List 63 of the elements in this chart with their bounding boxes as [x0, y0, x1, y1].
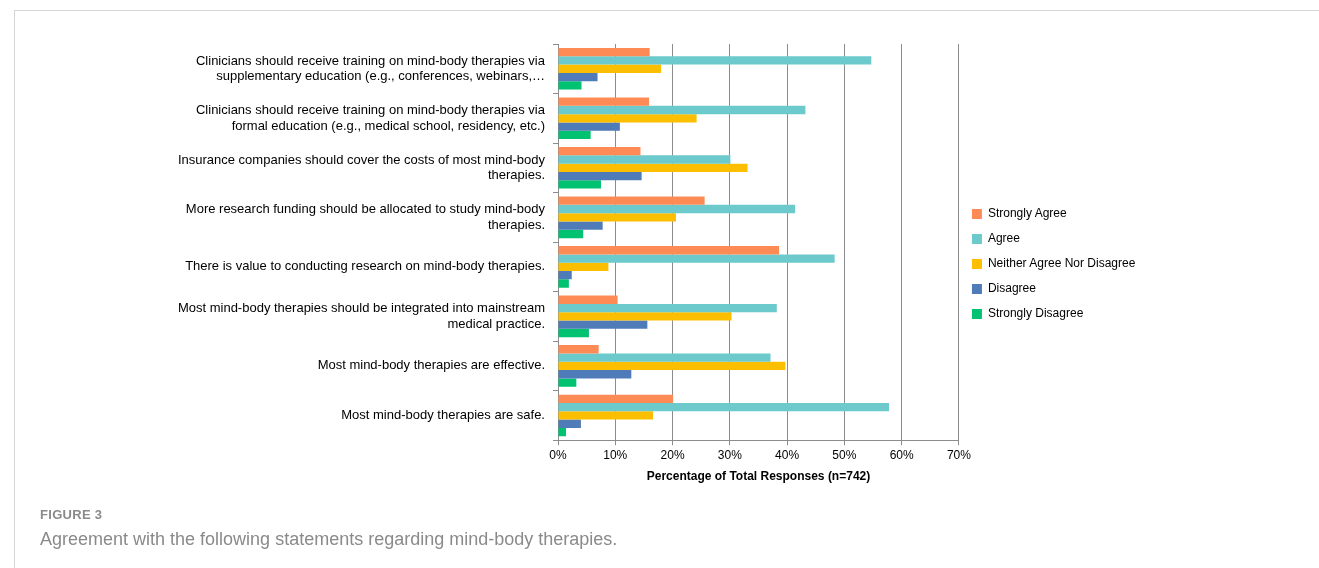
bar: [558, 47, 650, 57]
x-tick-label: 60%: [889, 447, 914, 462]
x-tick-label: 30%: [717, 447, 743, 462]
bar: [558, 378, 577, 387]
bar: [558, 411, 654, 420]
bar: [558, 229, 584, 239]
legend-label: Neither Agree Nor Disagree: [987, 256, 1136, 271]
legend-label: Agree: [987, 231, 1021, 246]
bar: [558, 254, 835, 263]
bar: [558, 155, 731, 164]
bar: [558, 196, 705, 205]
bar: [558, 271, 572, 280]
bar: [558, 213, 676, 222]
bar: [558, 394, 674, 403]
y-tick-label: Clinicians should receive training on mind-body therapies via supplementary education (e.g., conferences, webinars,…: [195, 52, 546, 84]
y-tick-label: More research funding should be allocated to study mind-body therapies.: [185, 201, 546, 232]
bar: [558, 246, 780, 255]
x-tick-label: 10%: [603, 447, 628, 462]
bar: [558, 419, 581, 428]
x-tick-label: 20%: [660, 447, 685, 462]
y-tick-label: Clinicians should receive training on mind-body therapies via formal education (e.g., medical school, residency, etc.): [195, 102, 546, 133]
bar: [558, 163, 748, 172]
bar: [558, 402, 890, 412]
bar: [558, 262, 609, 272]
bar: [558, 204, 796, 214]
y-tick-label: Insurance companies should cover the costs of most mind-body therapies.: [177, 151, 546, 183]
bar: [558, 303, 777, 313]
bar: [558, 122, 620, 131]
bar: [558, 81, 582, 90]
bar: [558, 279, 569, 288]
y-tick-label: Most mind-body therapies are effective.: [317, 357, 545, 373]
bar: [558, 171, 642, 181]
x-axis-title: Percentage of Total Responses (n=742): [646, 469, 871, 484]
bar: [558, 147, 641, 156]
bar: [558, 295, 618, 304]
y-tick-label: Most mind-body therapies should be integrated into mainstream medical practice.: [177, 300, 545, 331]
bar: [558, 64, 662, 73]
bar: [558, 345, 599, 354]
bar: [558, 130, 591, 140]
bar: [558, 72, 598, 82]
bar: [558, 56, 872, 65]
y-tick-label: Most mind-body therapies are safe.: [341, 407, 545, 423]
text: Agreement with the following statements regarding mind-body therapies.: [40, 528, 618, 551]
legend-label: Strongly Agree: [987, 206, 1067, 221]
x-tick-label: 50%: [832, 447, 857, 462]
bar: [558, 353, 771, 362]
x-tick-label: 40%: [775, 447, 800, 462]
bar: [558, 180, 601, 189]
bar: [558, 370, 632, 379]
bar: [558, 114, 697, 123]
bar: [558, 105, 806, 115]
bar: [558, 312, 732, 321]
caption: FIGURE 3: [40, 506, 104, 524]
legend-label: Strongly Disagree: [987, 306, 1084, 321]
bar: [558, 97, 650, 106]
bar: [558, 361, 786, 371]
legend-label: Disagree: [987, 281, 1037, 296]
bar: [558, 320, 648, 329]
bar: [558, 221, 603, 230]
y-tick-label: There is value to conducting research on mind-body therapies.: [185, 258, 545, 274]
x-tick-label: 0%: [549, 447, 567, 462]
bar: [558, 328, 589, 338]
x-tick-label: 70%: [946, 447, 972, 462]
